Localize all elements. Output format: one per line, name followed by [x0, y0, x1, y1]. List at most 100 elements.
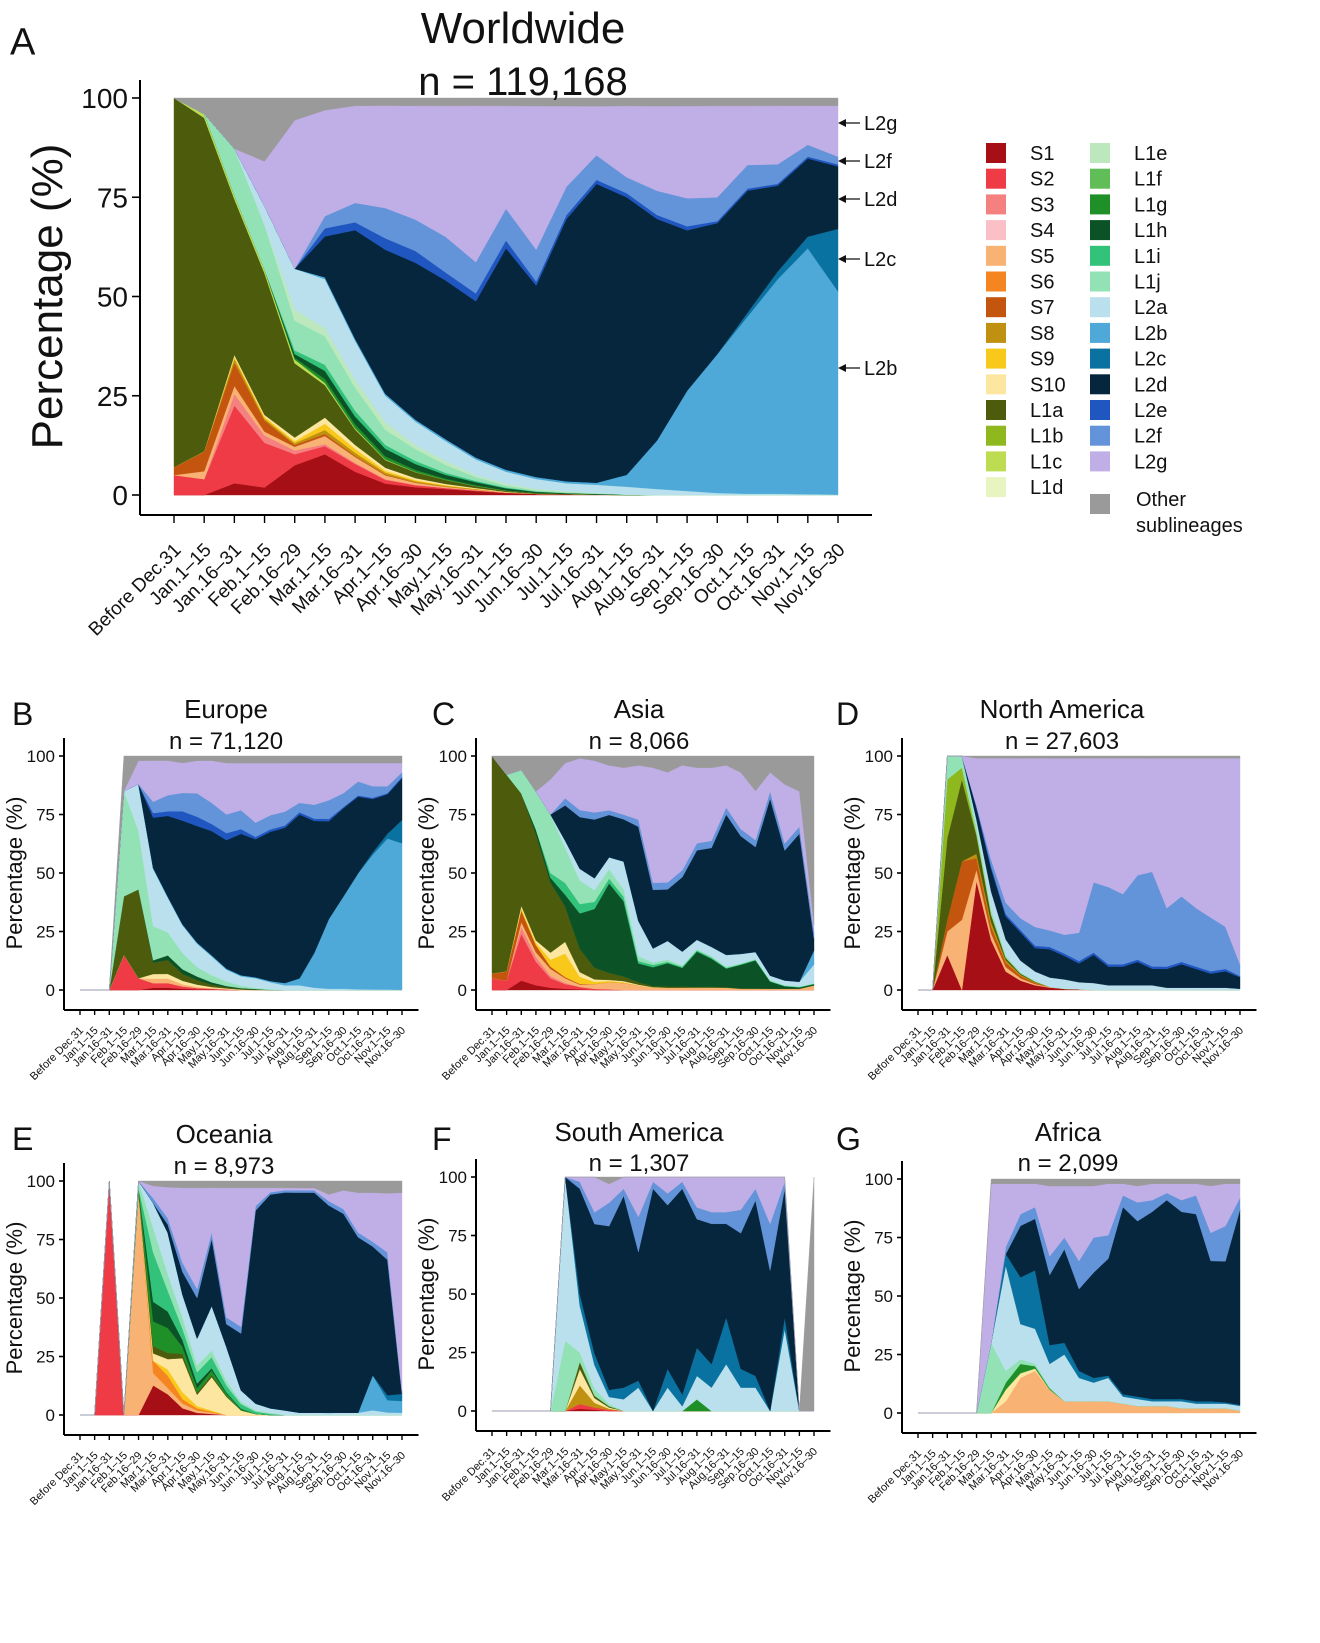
legend: S1 S2 S3 S4 S5 S6 S7 S8 S9 S10 L1a L1b L1c L1d L1e L1f L…: [986, 143, 1243, 537]
y-axis-label: Percentage (%): [2, 797, 27, 950]
y-tick-label: 25: [874, 1346, 893, 1365]
y-tick-label: 0: [884, 981, 893, 1000]
legend-swatch-l2b: [1090, 322, 1110, 343]
legend-label: L2b: [1134, 323, 1167, 345]
arrow-head-icon: [838, 195, 846, 203]
y-axis-label: Percentage (%): [23, 144, 72, 450]
y-tick-label: 25: [36, 1348, 55, 1367]
legend-label: L1b: [1030, 426, 1063, 448]
panel-letter: C: [432, 696, 455, 732]
legend-swatch-l1e: [1090, 143, 1110, 163]
panel-title: Europe: [184, 694, 268, 724]
panel-sample-size: n = 2,099: [1018, 1150, 1119, 1177]
legend-label: L1d: [1030, 477, 1063, 499]
legend-label: L2f: [1134, 426, 1162, 448]
legend-swatch-s1: [986, 143, 1006, 163]
y-tick-label: 0: [458, 981, 467, 1000]
panel-sample-size: n = 8,066: [589, 728, 690, 755]
legend-swatch-l1h: [1090, 220, 1110, 241]
legend-label: S1: [1030, 143, 1054, 165]
annotation-label: L2b: [864, 358, 897, 380]
legend-label: Other: [1136, 489, 1186, 511]
legend-label: L2a: [1134, 297, 1168, 319]
legend-label: S6: [1030, 272, 1054, 294]
y-tick-label: 50: [36, 1289, 55, 1308]
legend-label: L1j: [1134, 272, 1161, 294]
legend-label: S3: [1030, 194, 1054, 216]
y-tick-label: 75: [36, 806, 55, 825]
legend-swatch-l2a: [1090, 297, 1110, 318]
legend-label: L1h: [1134, 220, 1167, 242]
panel-letter: A: [10, 21, 36, 63]
legend-label: L2e: [1134, 400, 1167, 422]
y-tick-label: 100: [439, 747, 467, 766]
y-tick-label: 0: [884, 1404, 893, 1423]
y-tick-label: 100: [865, 747, 893, 766]
y-tick-label: 50: [874, 864, 893, 883]
area-other: [492, 1176, 815, 1412]
legend-swatch-s9: [986, 348, 1006, 369]
panel-title: Oceania: [176, 1119, 273, 1149]
y-tick-label: 75: [448, 806, 467, 825]
panel-letter: F: [432, 1121, 452, 1157]
y-tick-label: 100: [439, 1168, 467, 1187]
legend-label: L1i: [1134, 246, 1161, 268]
y-tick-label: 50: [97, 282, 128, 313]
y-tick-label: 25: [874, 923, 893, 942]
legend-label: L2d: [1134, 374, 1167, 396]
legend-swatch-s6: [986, 271, 1006, 292]
arrow-head-icon: [838, 119, 846, 127]
y-tick-label: 0: [458, 1402, 467, 1421]
y-tick-label: 100: [865, 1170, 893, 1189]
y-tick-label: 75: [36, 1231, 55, 1250]
legend-swatch-s8: [986, 322, 1006, 343]
y-tick-label: 50: [448, 864, 467, 883]
area-other: [80, 755, 403, 991]
legend-swatch-l2g: [1090, 451, 1110, 472]
annotation-label: L2d: [864, 189, 897, 211]
legend-swatch-s10: [986, 374, 1006, 395]
legend-label: S7: [1030, 297, 1054, 319]
y-tick-label: 75: [97, 182, 128, 213]
panel-letter: B: [12, 696, 33, 732]
panel-sample-size: n = 8,973: [174, 1153, 275, 1180]
annotation-label: L2g: [864, 113, 897, 135]
legend-swatch-l2d: [1090, 374, 1110, 395]
y-tick-label: 100: [81, 83, 128, 114]
legend-label: S2: [1030, 169, 1054, 191]
area-other: [80, 1180, 403, 1416]
legend-label: L1e: [1134, 143, 1167, 165]
area-other: [491, 755, 815, 925]
panel-title: South America: [554, 1117, 724, 1147]
legend-swatch-l1c: [986, 451, 1006, 472]
arrow-head-icon: [838, 157, 846, 165]
legend-label: sublineages: [1136, 515, 1243, 537]
legend-swatch-l1i: [1090, 245, 1110, 266]
y-tick-label: 0: [46, 981, 55, 1000]
panel-title: Africa: [1035, 1117, 1102, 1147]
legend-swatch-l1b: [986, 425, 1006, 446]
y-tick-label: 0: [112, 480, 128, 511]
legend-swatch-l1j: [1090, 271, 1110, 292]
legend-swatch-s3: [986, 194, 1006, 215]
y-tick-label: 50: [874, 1287, 893, 1306]
panel-sample-size: n = 27,603: [1005, 728, 1119, 755]
y-axis-label: Percentage (%): [840, 797, 865, 950]
legend-label: S5: [1030, 246, 1054, 268]
y-tick-label: 75: [874, 806, 893, 825]
y-tick-label: 0: [46, 1406, 55, 1425]
panel-sample-size: n = 1,307: [589, 1150, 690, 1177]
legend-label: S9: [1030, 349, 1054, 371]
area-other: [918, 755, 1241, 991]
legend-label: L1g: [1134, 194, 1167, 216]
legend-swatch-l2c: [1090, 348, 1110, 369]
legend-swatch-s2: [986, 168, 1006, 189]
y-tick-label: 25: [448, 923, 467, 942]
